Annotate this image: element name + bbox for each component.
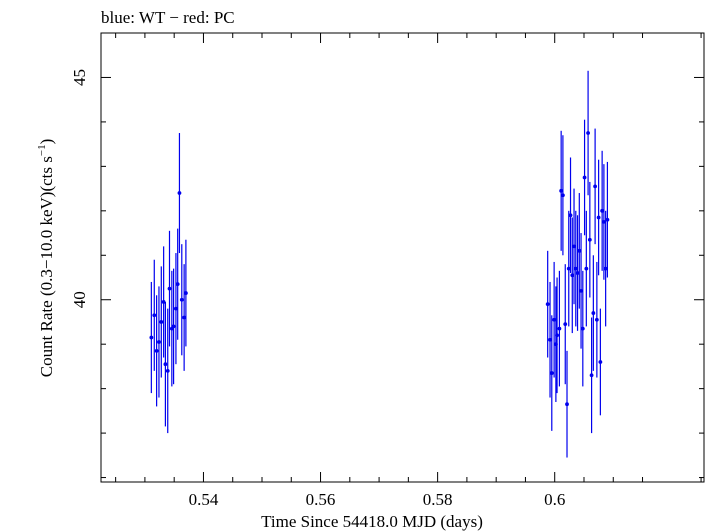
y-axis-label: Count Rate (0.3−10.0 keV)(cts s−1): [36, 139, 56, 378]
data-point: [161, 300, 166, 304]
y-axis-label-close: ): [37, 139, 56, 145]
data-point: [559, 188, 564, 193]
data-point: [555, 333, 559, 338]
series-pc: [545, 70, 610, 458]
y-tick-label: 45: [70, 69, 89, 86]
data-point: [548, 337, 552, 342]
series-wt: [149, 133, 188, 434]
data-point: [575, 271, 580, 275]
data-point: [177, 191, 182, 195]
data-point: [557, 326, 562, 331]
data-point: [152, 313, 157, 318]
data-point: [149, 335, 154, 340]
x-tick-label: 0.54: [189, 490, 219, 509]
y-axis-label-main: Count Rate (0.3−10.0 keV)(cts s: [37, 156, 56, 377]
data-point: [566, 266, 571, 271]
data-point: [593, 184, 598, 189]
data-point: [165, 368, 170, 373]
data-point: [154, 348, 159, 353]
data-point: [601, 220, 606, 224]
data-point: [577, 248, 582, 253]
data-point: [586, 131, 590, 135]
data-point: [563, 322, 568, 327]
data-point: [582, 175, 587, 180]
y-axis: 40 45: [70, 69, 704, 479]
data-point: [572, 244, 576, 249]
data-point: [570, 273, 575, 278]
data-point: [579, 288, 583, 293]
data-point: [573, 266, 578, 271]
data-point: [603, 266, 608, 271]
data-point: [175, 282, 180, 287]
data-point: [163, 362, 168, 367]
data-point: [589, 373, 594, 378]
x-tick-label: 0.56: [306, 490, 336, 509]
y-tick-label: 40: [70, 291, 89, 308]
data-point: [545, 302, 550, 307]
data-point: [565, 402, 569, 407]
data-point: [605, 217, 610, 222]
data-layer: [149, 70, 610, 458]
x-axis: 0.54 0.56 0.58 0.6: [115, 33, 702, 509]
data-point: [179, 297, 184, 302]
x-tick-label: 0.6: [544, 490, 565, 509]
data-point: [182, 315, 187, 320]
data-point: [587, 237, 592, 242]
data-point: [552, 317, 557, 322]
data-point: [167, 286, 172, 291]
chart-title: blue: WT − red: PC: [101, 8, 235, 27]
y-axis-label-superscript: −1: [36, 144, 48, 156]
data-point: [174, 306, 178, 311]
data-point: [171, 324, 176, 329]
data-point: [561, 193, 565, 198]
data-point: [568, 213, 573, 218]
data-point: [159, 320, 164, 324]
data-point: [591, 311, 596, 315]
data-point: [596, 215, 601, 220]
data-point: [594, 317, 599, 322]
x-tick-label: 0.58: [423, 490, 453, 509]
data-point: [157, 340, 161, 344]
data-point: [598, 360, 603, 364]
plot-frame: [100, 32, 705, 483]
data-point: [580, 326, 585, 331]
data-point: [549, 371, 554, 375]
axes-frame: [100, 32, 705, 483]
data-point: [600, 208, 605, 213]
data-point: [584, 266, 589, 271]
x-axis-label: Time Since 54418.0 MJD (days): [261, 512, 483, 531]
data-point: [183, 291, 188, 295]
